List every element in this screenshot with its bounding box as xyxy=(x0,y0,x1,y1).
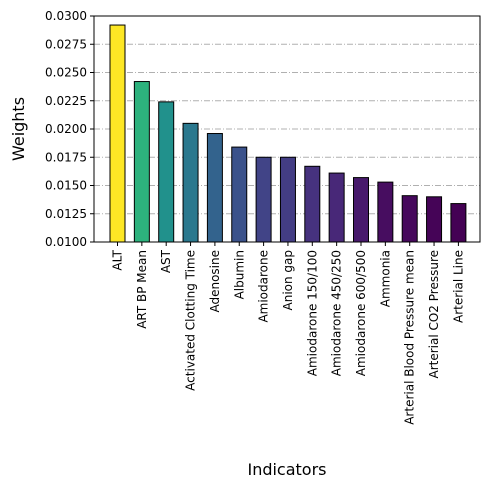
bar xyxy=(353,177,369,243)
y-tick-label: 0.0225 xyxy=(45,94,87,108)
bar xyxy=(206,133,223,243)
bar xyxy=(304,165,321,243)
x-tick-label: Amiodarone 600/500 xyxy=(354,250,368,376)
y-tick-label: 0.0150 xyxy=(45,179,87,193)
x-tick-label: Activated Clotting Time xyxy=(184,250,198,391)
y-axis-title: Weights xyxy=(9,97,28,161)
x-tick-label: Anion gap xyxy=(281,250,295,311)
x-tick-label: Amiodarone 150/100 xyxy=(305,250,319,376)
bar xyxy=(377,181,394,243)
bar xyxy=(158,101,175,243)
plot-frame xyxy=(93,15,481,243)
bar xyxy=(426,196,443,243)
x-tick-label: Ammonia xyxy=(378,250,392,307)
y-tick-label: 0.0200 xyxy=(45,122,87,136)
x-tick-label: Amiodarone xyxy=(257,250,271,323)
y-tick-label: 0.0175 xyxy=(45,150,87,164)
y-tick-label: 0.0100 xyxy=(45,235,87,249)
x-tick-label: Albumin xyxy=(232,250,246,299)
y-tick-label: 0.0275 xyxy=(45,37,87,51)
x-axis-ticks: ALT ART BP Mean AST Activated Clotting Time… xyxy=(111,242,465,425)
x-tick-label: Arterial Blood Pressure mean xyxy=(403,250,417,425)
bar xyxy=(328,172,345,243)
y-tick-label: 0.0125 xyxy=(45,207,87,221)
x-tick-label: ART BP Mean xyxy=(135,250,149,329)
x-tick-label: Amiodarone 450/250 xyxy=(330,250,344,376)
x-axis-title: Indicators xyxy=(247,460,326,479)
bar xyxy=(279,156,296,243)
x-tick-label: Arterial Line xyxy=(451,250,465,323)
bar xyxy=(450,203,467,243)
bar xyxy=(231,146,248,243)
bar xyxy=(255,156,272,243)
x-tick-label: AST xyxy=(159,249,173,273)
bar xyxy=(182,122,199,243)
y-tick-label: 0.0250 xyxy=(45,66,87,80)
bar xyxy=(109,24,126,243)
bars-group xyxy=(109,24,467,243)
x-tick-label: ALT xyxy=(111,249,125,270)
x-tick-label: Arterial CO2 Pressure xyxy=(427,250,441,379)
bar xyxy=(401,195,418,243)
bar xyxy=(133,81,150,243)
y-axis-ticks: 0.0100 0.0125 0.0150 0.0175 0.0200 0.0225 0.02… xyxy=(45,9,94,249)
x-tick-label: Adenosine xyxy=(208,250,222,313)
y-tick-label: 0.0300 xyxy=(45,9,87,23)
